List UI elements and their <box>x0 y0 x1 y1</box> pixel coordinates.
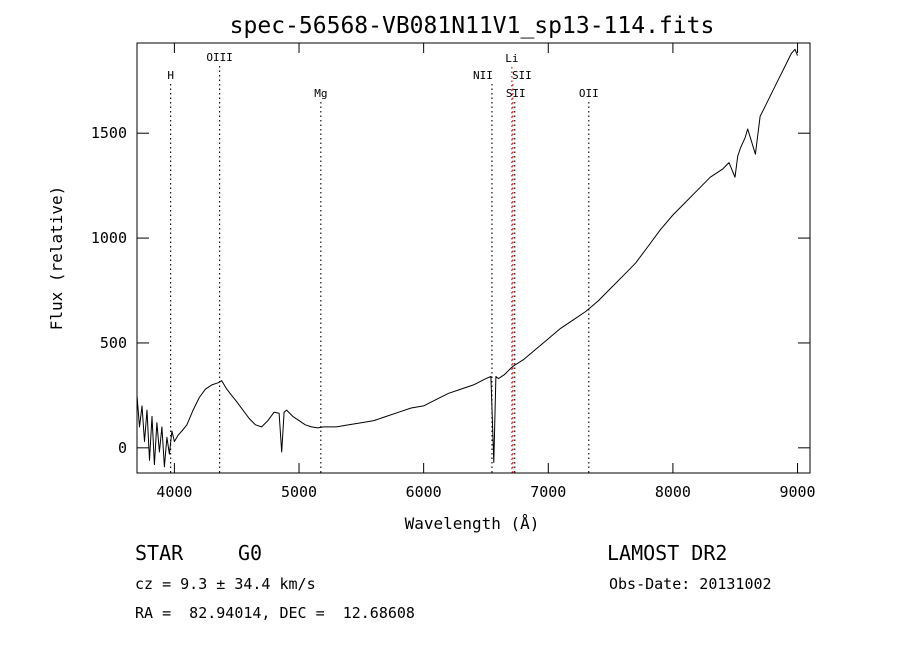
coordinates-readout: RA = 82.94014, DEC = 12.68608 <box>135 604 415 622</box>
axis-ticks: 4000 5000 6000 7000 8000 9000 0 500 1000 1500 <box>91 43 816 501</box>
x-tick-label-2: 6000 <box>406 483 442 501</box>
redshift-readout: cz = 9.3 ± 34.4 km/s <box>135 575 316 593</box>
x-axis-label: Wavelength (Å) <box>405 514 540 533</box>
line-marker-label-2: Mg <box>314 87 327 100</box>
y-tick-label-3: 1500 <box>91 124 127 142</box>
line-marker-label-0: H <box>167 69 174 82</box>
y-axis-label: Flux (relative) <box>47 186 66 331</box>
x-tick-label-0: 4000 <box>156 483 192 501</box>
observation-date: Obs-Date: 20131002 <box>609 575 772 593</box>
spectral-line-markers: H OIII Mg NII Li SII SII OII <box>167 51 599 473</box>
plot-frame <box>136 42 811 474</box>
x-tick-label-4: 8000 <box>655 483 691 501</box>
y-tick-label-1: 500 <box>100 334 127 352</box>
line-marker-label-1: OIII <box>206 51 233 64</box>
chart-title: spec-56568-VB081N11V1_sp13-114.fits <box>230 13 715 39</box>
line-marker-label-5: SII <box>512 69 532 82</box>
series-layer <box>136 48 798 468</box>
line-marker-label-6: SII <box>506 87 526 100</box>
y-tick-label-2: 1000 <box>91 229 127 247</box>
y-tick-label-0: 0 <box>118 439 127 457</box>
survey-name: LAMOST DR2 <box>607 541 728 565</box>
x-tick-label-1: 5000 <box>281 483 317 501</box>
series-line-0 <box>136 48 798 468</box>
x-tick-label-5: 9000 <box>779 483 815 501</box>
line-marker-label-7: OII <box>579 87 599 100</box>
line-marker-label-3: NII <box>473 69 493 82</box>
line-marker-label-4: Li <box>505 52 518 65</box>
object-class: STAR <box>135 541 184 565</box>
object-subclass: G0 <box>238 541 263 565</box>
x-tick-label-3: 7000 <box>530 483 566 501</box>
